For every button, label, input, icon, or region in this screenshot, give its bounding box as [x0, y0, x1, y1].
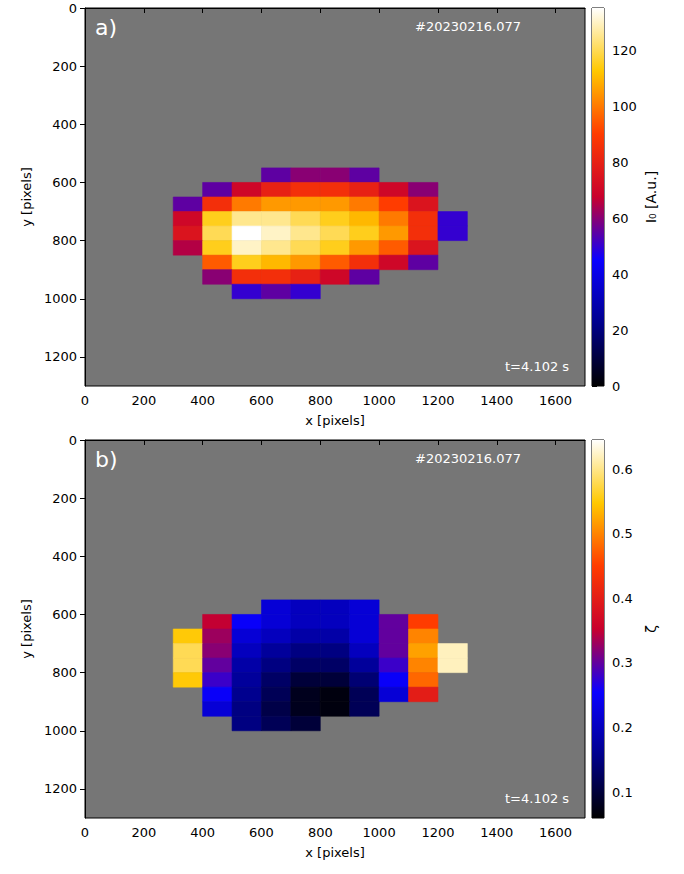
- svg-text:ζ: ζ: [643, 625, 659, 633]
- svg-text:400: 400: [190, 825, 215, 840]
- svg-text:x [pixels]: x [pixels]: [305, 413, 365, 428]
- svg-text:1400: 1400: [480, 825, 513, 840]
- svg-text:t=4.102 s: t=4.102 s: [505, 791, 569, 806]
- svg-text:y [pixels]: y [pixels]: [19, 167, 34, 227]
- svg-text:0.2: 0.2: [612, 720, 633, 735]
- svg-text:0.4: 0.4: [612, 591, 633, 606]
- svg-text:1000: 1000: [363, 825, 396, 840]
- svg-text:600: 600: [52, 175, 77, 190]
- svg-text:1600: 1600: [539, 393, 572, 408]
- svg-text:0: 0: [69, 433, 77, 448]
- svg-text:60: 60: [612, 211, 629, 226]
- svg-text:600: 600: [52, 607, 77, 622]
- svg-text:1400: 1400: [480, 393, 513, 408]
- svg-text:200: 200: [52, 491, 77, 506]
- svg-text:0.6: 0.6: [612, 462, 633, 477]
- svg-text:200: 200: [52, 59, 77, 74]
- svg-text:1000: 1000: [44, 723, 77, 738]
- svg-text:1200: 1200: [44, 349, 77, 364]
- svg-text:400: 400: [190, 393, 215, 408]
- svg-text:x [pixels]: x [pixels]: [305, 845, 365, 860]
- svg-text:0.5: 0.5: [612, 526, 633, 541]
- svg-text:0: 0: [81, 393, 89, 408]
- svg-text:80: 80: [612, 155, 629, 170]
- svg-text:#20230216.077: #20230216.077: [415, 451, 521, 466]
- svg-text:#20230216.077: #20230216.077: [415, 19, 521, 34]
- svg-text:120: 120: [612, 43, 637, 58]
- svg-text:800: 800: [308, 825, 333, 840]
- svg-text:600: 600: [249, 825, 274, 840]
- svg-text:200: 200: [131, 393, 156, 408]
- svg-text:a): a): [95, 15, 117, 40]
- svg-text:t=4.102 s: t=4.102 s: [505, 359, 569, 374]
- svg-text:100: 100: [612, 99, 637, 114]
- svg-text:1600: 1600: [539, 825, 572, 840]
- svg-text:I₀ [A.u.]: I₀ [A.u.]: [643, 171, 659, 223]
- svg-text:40: 40: [612, 267, 629, 282]
- svg-text:800: 800: [308, 393, 333, 408]
- svg-text:600: 600: [249, 393, 274, 408]
- svg-text:1200: 1200: [421, 825, 454, 840]
- svg-text:800: 800: [52, 665, 77, 680]
- svg-text:800: 800: [52, 233, 77, 248]
- svg-text:y [pixels]: y [pixels]: [19, 599, 34, 659]
- svg-text:1200: 1200: [44, 781, 77, 796]
- svg-text:200: 200: [131, 825, 156, 840]
- svg-text:0.1: 0.1: [612, 785, 633, 800]
- svg-text:400: 400: [52, 549, 77, 564]
- svg-text:1200: 1200: [421, 393, 454, 408]
- svg-text:0: 0: [81, 825, 89, 840]
- svg-text:400: 400: [52, 117, 77, 132]
- svg-text:0: 0: [69, 1, 77, 16]
- svg-text:1000: 1000: [363, 393, 396, 408]
- svg-text:b): b): [95, 447, 118, 472]
- svg-text:20: 20: [612, 323, 629, 338]
- svg-text:1000: 1000: [44, 291, 77, 306]
- svg-text:0: 0: [612, 379, 620, 394]
- svg-text:0.3: 0.3: [612, 655, 633, 670]
